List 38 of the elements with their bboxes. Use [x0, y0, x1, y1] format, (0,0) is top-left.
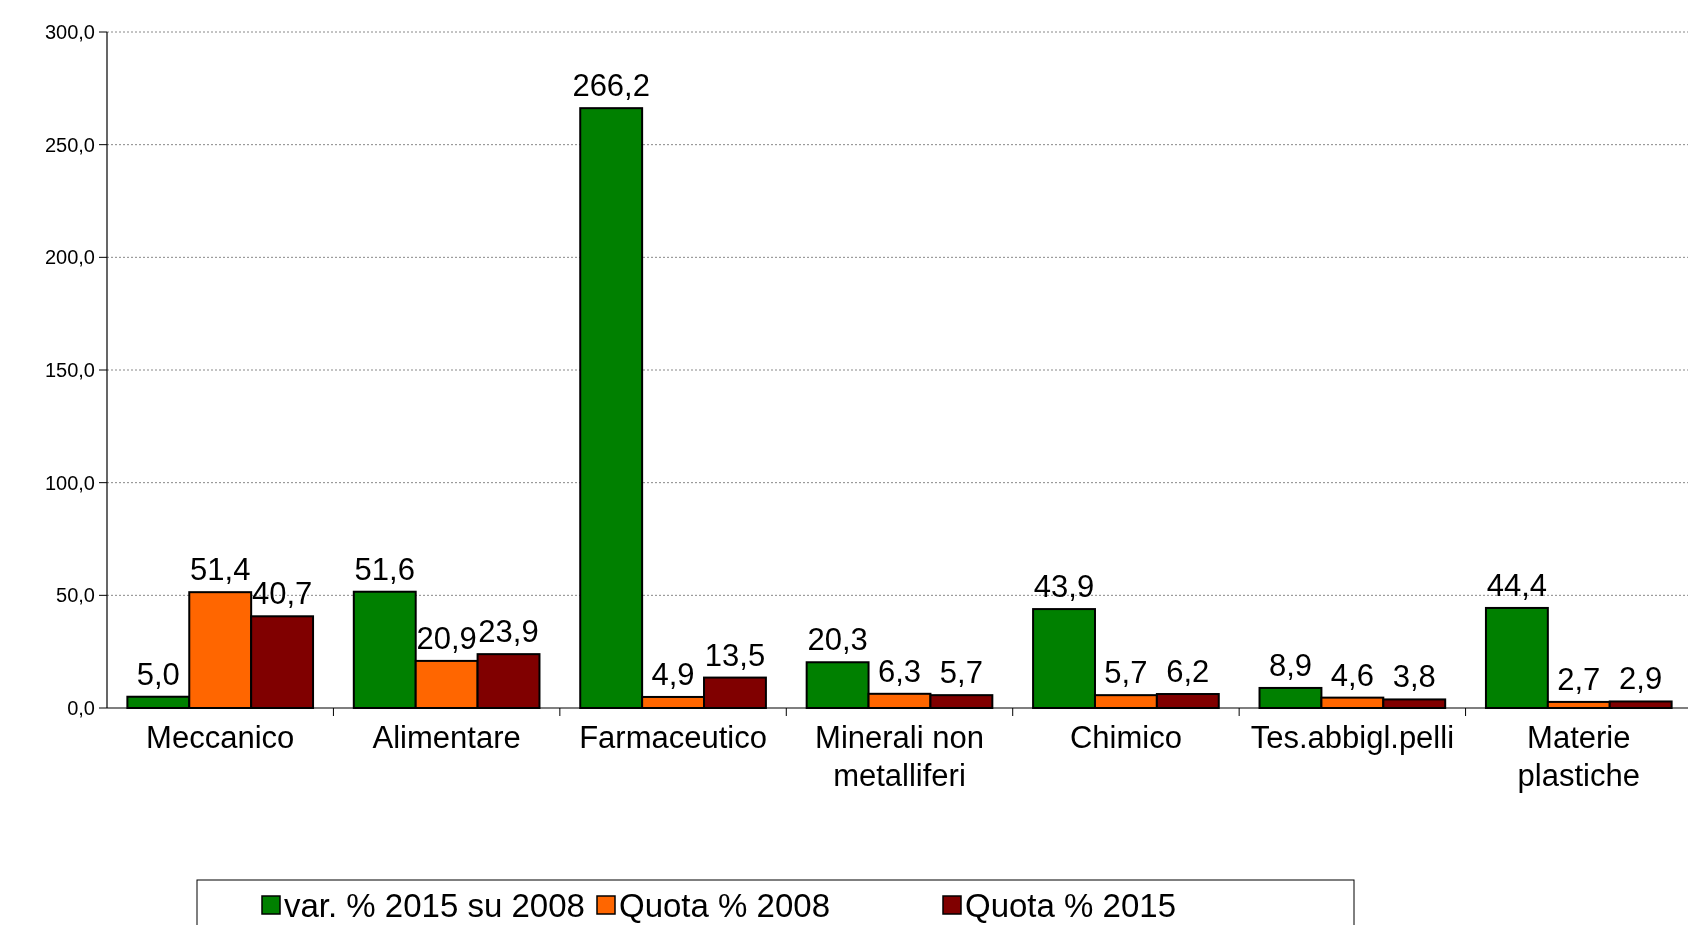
- data-label: 3,8: [1392, 659, 1436, 695]
- data-label: 4,9: [651, 656, 695, 692]
- legend-label: var. % 2015 su 2008: [284, 886, 585, 924]
- data-label: 8,9: [1268, 647, 1313, 683]
- legend-label: Quota % 2008: [619, 886, 830, 924]
- data-label: 44,4: [1486, 567, 1548, 603]
- data-label: 6,3: [877, 653, 922, 689]
- data-label: 5,7: [939, 655, 983, 691]
- data-label: 5,7: [1104, 655, 1148, 691]
- data-label: 43,9: [1033, 569, 1095, 605]
- x-tick-label: Alimentare: [372, 720, 521, 755]
- data-label: 5,0: [136, 656, 180, 692]
- x-tick-label: Materie plastiche: [1517, 720, 1640, 793]
- data-label: 4,6: [1330, 657, 1374, 693]
- x-tick-label: Farmaceutico: [579, 720, 767, 755]
- data-label: 20,3: [807, 622, 868, 658]
- y-tick-label: 200,0: [44, 246, 95, 269]
- y-tick-label: 250,0: [44, 133, 95, 156]
- data-label: 266,2: [572, 68, 650, 104]
- data-label: 20,9: [416, 620, 477, 656]
- x-tick-label: Minerali non metalliferi: [815, 720, 984, 793]
- x-tick-label: Meccanico: [146, 720, 295, 755]
- data-label: 23,9: [478, 614, 539, 650]
- data-label: 2,9: [1619, 661, 1663, 697]
- data-label: 40,7: [251, 576, 313, 612]
- y-tick-label: 100,0: [44, 471, 95, 494]
- data-label: 13,5: [704, 637, 766, 673]
- data-label: 2,7: [1557, 661, 1601, 697]
- x-tick-label: Tes.abbigl.pelli: [1250, 720, 1455, 755]
- data-label: 6,2: [1166, 654, 1210, 690]
- data-label: 51,6: [354, 551, 415, 587]
- y-tick-label: 300,0: [44, 21, 95, 43]
- legend-label: Quota % 2015: [965, 886, 1176, 924]
- x-tick-label: Chimico: [1069, 720, 1182, 755]
- y-tick-label: 150,0: [44, 359, 95, 381]
- y-tick-label: 0,0: [67, 697, 95, 719]
- y-tick-label: 50,0: [56, 584, 95, 607]
- data-label: 51,4: [190, 552, 251, 588]
